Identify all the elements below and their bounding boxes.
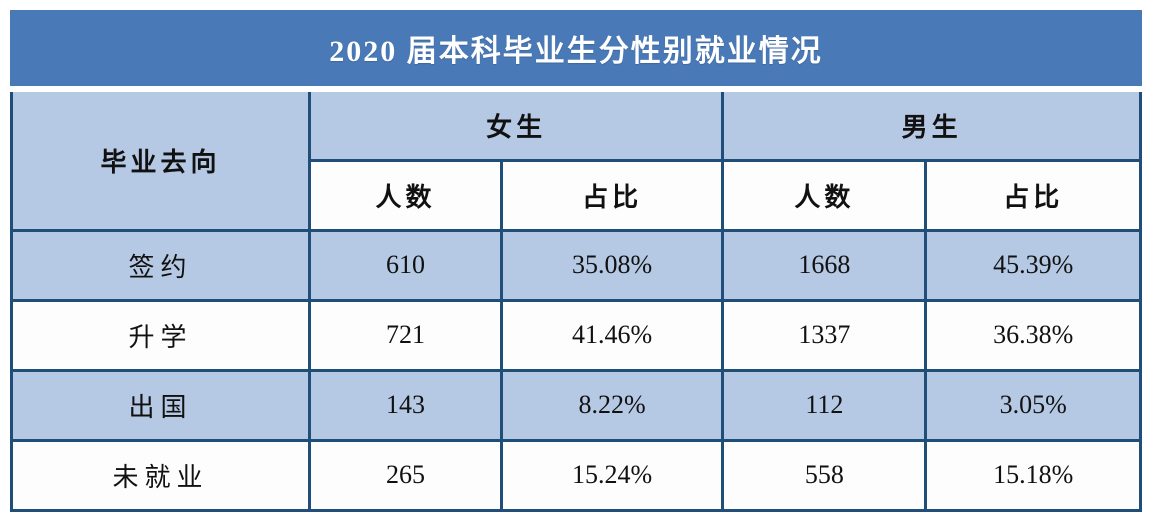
female-count-cell: 610: [308, 228, 503, 302]
table-row-abroad: 出国 143 8.22% 112 3.05%: [9, 368, 1142, 442]
male-ratio-cell: 36.38%: [924, 298, 1142, 372]
row-label: 未就业: [9, 438, 312, 512]
male-ratio-cell: 3.05%: [924, 368, 1142, 442]
row-label: 出国: [9, 368, 312, 442]
table-row-unemployed: 未就业 265 15.24% 558 15.18%: [9, 438, 1142, 512]
male-count-cell: 112: [721, 368, 928, 442]
row-label: 升学: [9, 298, 312, 372]
sub-header-female-ratio: 占比: [499, 158, 725, 232]
female-ratio-cell: 41.46%: [499, 298, 725, 372]
male-count-cell: 558: [721, 438, 928, 512]
column-header-male: 男生: [721, 92, 1142, 162]
female-count-cell: 265: [308, 438, 503, 512]
sub-header-female-count: 人数: [308, 158, 503, 232]
female-count-cell: 721: [308, 298, 503, 372]
column-header-female: 女生: [308, 92, 725, 162]
female-ratio-cell: 35.08%: [499, 228, 725, 302]
table-row-signed: 签约 610 35.08% 1668 45.39%: [9, 228, 1142, 302]
sub-header-male-count: 人数: [721, 158, 928, 232]
title-table-divider: [10, 86, 1142, 92]
column-header-destination: 毕业去向: [9, 92, 312, 232]
male-ratio-cell: 15.18%: [924, 438, 1142, 512]
female-ratio-cell: 15.24%: [499, 438, 725, 512]
male-count-cell: 1668: [721, 228, 928, 302]
table-row-further-study: 升学 721 41.46% 1337 36.38%: [9, 298, 1142, 372]
employment-by-gender-table: 毕业去向 女生 男生 人数 占比 人数 占比 签约 610 35.08% 166…: [9, 92, 1142, 512]
male-count-cell: 1337: [721, 298, 928, 372]
table-title-bar: 2020 届本科毕业生分性别就业情况: [10, 10, 1142, 86]
group-header-row: 毕业去向 女生 男生: [9, 92, 1142, 232]
male-ratio-cell: 45.39%: [924, 228, 1142, 302]
row-label: 签约: [9, 228, 312, 302]
sub-header-row: 人数 占比 人数 占比: [12, 158, 1142, 232]
female-count-cell: 143: [308, 368, 503, 442]
female-ratio-cell: 8.22%: [499, 368, 725, 442]
table-title: 2020 届本科毕业生分性别就业情况: [329, 35, 823, 68]
sub-header-male-ratio: 占比: [924, 158, 1142, 232]
